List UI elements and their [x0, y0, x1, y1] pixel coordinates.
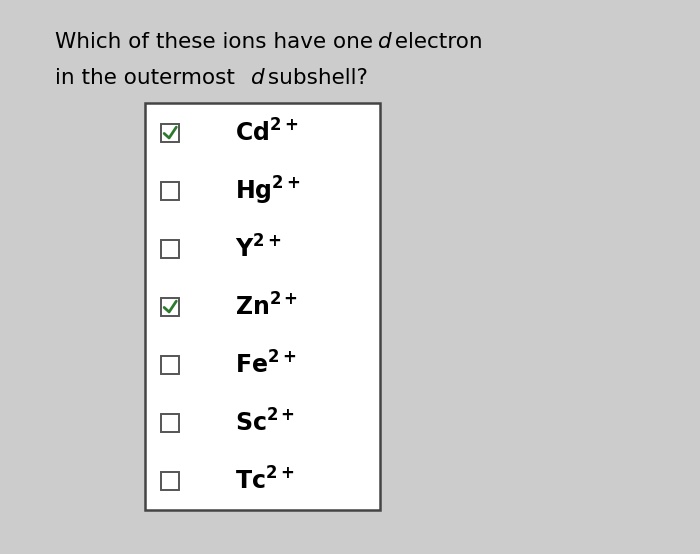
Bar — [161, 240, 179, 258]
Text: $\mathregular{Hg}^{\mathregular{2+}}$: $\mathregular{Hg}^{\mathregular{2+}}$ — [235, 175, 301, 207]
Text: $\mathregular{Tc}^{\mathregular{2+}}$: $\mathregular{Tc}^{\mathregular{2+}}$ — [235, 468, 294, 495]
Bar — [161, 356, 179, 374]
Bar — [145, 103, 380, 510]
Text: $\mathregular{Fe}^{\mathregular{2+}}$: $\mathregular{Fe}^{\mathregular{2+}}$ — [235, 351, 296, 378]
Text: Which of these ions have one: Which of these ions have one — [55, 32, 380, 52]
Text: $\mathregular{Y}^{\mathregular{2+}}$: $\mathregular{Y}^{\mathregular{2+}}$ — [235, 235, 281, 263]
Text: d: d — [250, 68, 264, 88]
Bar — [161, 472, 179, 490]
Text: subshell?: subshell? — [261, 68, 368, 88]
Text: electron: electron — [388, 32, 482, 52]
Text: d: d — [377, 32, 391, 52]
Bar — [161, 182, 179, 200]
Bar — [161, 414, 179, 432]
Bar — [161, 124, 179, 142]
Bar — [161, 298, 179, 316]
Text: in the outermost: in the outermost — [55, 68, 241, 88]
Text: $\mathregular{Cd}^{\mathregular{2+}}$: $\mathregular{Cd}^{\mathregular{2+}}$ — [235, 120, 298, 147]
Text: $\mathregular{Sc}^{\mathregular{2+}}$: $\mathregular{Sc}^{\mathregular{2+}}$ — [235, 409, 295, 437]
Text: $\mathregular{Zn}^{\mathregular{2+}}$: $\mathregular{Zn}^{\mathregular{2+}}$ — [235, 294, 298, 321]
